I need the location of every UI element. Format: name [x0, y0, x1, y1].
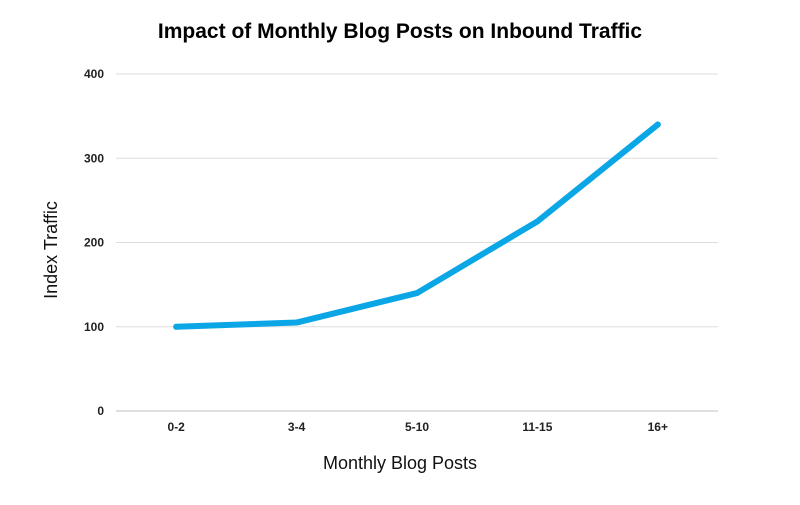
y-tick-label: 300	[84, 151, 104, 165]
x-tick-label: 0-2	[168, 420, 186, 434]
data-point	[173, 323, 180, 330]
x-tick-label: 3-4	[288, 420, 306, 434]
gridlines	[116, 73, 718, 412]
data-point	[293, 319, 300, 326]
y-tick-label: 400	[84, 67, 104, 81]
y-tick-label: 0	[97, 404, 104, 418]
series-layer	[173, 121, 661, 330]
x-tick-label: 11-15	[522, 420, 552, 434]
x-axis-label: Monthly Blog Posts	[323, 453, 477, 473]
series-line	[173, 121, 661, 330]
y-tick-label: 100	[84, 320, 104, 334]
y-axis-ticks: 0 100 200 300 400	[84, 67, 104, 418]
x-axis-ticks: 0-2 3-4 5-10 11-15 16+	[168, 420, 668, 434]
x-tick-label: 5-10	[405, 420, 429, 434]
y-tick-label: 200	[84, 236, 104, 250]
chart-title: Impact of Monthly Blog Posts on Inbound …	[158, 20, 642, 43]
x-tick-label: 16+	[648, 420, 668, 434]
y-axis-label: Index Traffic	[41, 201, 61, 299]
data-point	[534, 218, 541, 225]
data-point	[414, 290, 420, 297]
data-point	[654, 121, 661, 128]
